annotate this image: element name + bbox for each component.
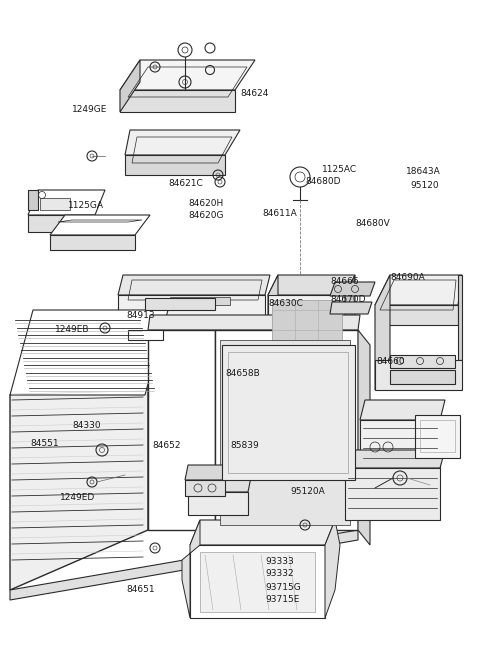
Polygon shape <box>345 450 445 468</box>
Polygon shape <box>330 282 375 296</box>
Polygon shape <box>458 275 462 360</box>
Polygon shape <box>185 480 225 496</box>
Polygon shape <box>120 90 235 112</box>
Polygon shape <box>390 370 455 384</box>
Text: 1125GA: 1125GA <box>68 202 104 210</box>
Polygon shape <box>10 330 148 590</box>
Polygon shape <box>345 275 355 380</box>
Polygon shape <box>185 465 228 480</box>
Polygon shape <box>50 235 135 250</box>
Text: 84670D: 84670D <box>330 295 365 305</box>
Text: 84690A: 84690A <box>390 274 425 282</box>
Text: 95120A: 95120A <box>290 487 325 496</box>
Text: 93332: 93332 <box>265 569 294 578</box>
Bar <box>40 198 70 210</box>
Polygon shape <box>268 275 278 380</box>
Polygon shape <box>148 315 360 330</box>
Polygon shape <box>28 190 38 210</box>
Polygon shape <box>268 275 355 295</box>
Polygon shape <box>188 472 252 492</box>
Polygon shape <box>182 520 200 618</box>
Text: 84660: 84660 <box>376 356 405 365</box>
Polygon shape <box>330 302 372 314</box>
Text: 1249ED: 1249ED <box>60 493 95 502</box>
Polygon shape <box>118 275 270 295</box>
Text: 84621C: 84621C <box>168 179 203 189</box>
Polygon shape <box>360 420 440 468</box>
Text: 84620G: 84620G <box>188 210 224 219</box>
Polygon shape <box>148 330 215 530</box>
Polygon shape <box>120 60 140 112</box>
Polygon shape <box>345 468 440 520</box>
Polygon shape <box>188 492 248 515</box>
Text: 84651: 84651 <box>126 586 155 595</box>
Bar <box>145 298 215 310</box>
Polygon shape <box>10 310 168 395</box>
Text: 84666: 84666 <box>330 278 359 286</box>
Text: 95120: 95120 <box>410 181 439 191</box>
Polygon shape <box>200 552 315 612</box>
Polygon shape <box>120 60 255 90</box>
Text: 84652: 84652 <box>152 441 180 449</box>
Text: 93715G: 93715G <box>265 584 301 593</box>
Text: 93333: 93333 <box>265 557 294 565</box>
Polygon shape <box>125 130 240 155</box>
Text: 1125AC: 1125AC <box>322 164 357 174</box>
Text: 84330: 84330 <box>72 422 101 430</box>
Text: 84551: 84551 <box>30 440 59 449</box>
Polygon shape <box>268 295 345 380</box>
Text: 84658B: 84658B <box>225 369 260 377</box>
Text: 18643A: 18643A <box>406 168 441 176</box>
Text: 84680V: 84680V <box>355 219 390 229</box>
Polygon shape <box>50 215 150 235</box>
Polygon shape <box>325 520 340 618</box>
Text: 84620H: 84620H <box>188 198 223 208</box>
Text: 84624: 84624 <box>240 88 268 98</box>
Text: 84913: 84913 <box>126 310 155 320</box>
Polygon shape <box>375 305 458 325</box>
Text: 84630C: 84630C <box>268 299 303 307</box>
Bar <box>128 330 163 340</box>
Polygon shape <box>375 275 390 390</box>
Polygon shape <box>220 340 350 525</box>
Bar <box>170 297 230 305</box>
Text: 1249EB: 1249EB <box>55 326 89 335</box>
Polygon shape <box>190 520 335 545</box>
Polygon shape <box>10 530 358 600</box>
Polygon shape <box>375 360 462 390</box>
Text: 85839: 85839 <box>230 441 259 451</box>
Text: 84680D: 84680D <box>305 178 340 187</box>
Polygon shape <box>415 415 460 458</box>
Polygon shape <box>390 355 455 368</box>
Polygon shape <box>118 320 265 325</box>
Polygon shape <box>358 330 370 545</box>
Polygon shape <box>375 275 462 305</box>
Polygon shape <box>28 215 95 232</box>
Polygon shape <box>360 400 445 420</box>
Polygon shape <box>125 155 225 175</box>
Polygon shape <box>215 330 358 530</box>
Polygon shape <box>118 295 265 320</box>
Text: 1249GE: 1249GE <box>72 105 108 113</box>
Text: 84611A: 84611A <box>262 208 297 217</box>
Polygon shape <box>190 545 325 618</box>
Text: 93715E: 93715E <box>265 595 300 605</box>
Polygon shape <box>222 345 355 480</box>
Polygon shape <box>28 190 105 215</box>
Bar <box>272 300 342 375</box>
